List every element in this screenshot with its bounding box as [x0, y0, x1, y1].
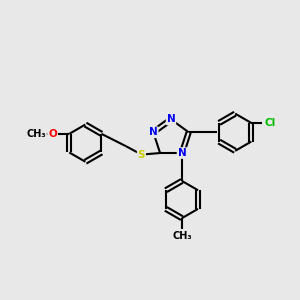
Text: CH₃: CH₃: [172, 231, 192, 241]
Text: O: O: [48, 129, 57, 139]
Text: N: N: [149, 127, 158, 137]
Text: CH₃: CH₃: [26, 129, 46, 139]
Text: S: S: [138, 149, 145, 160]
Text: N: N: [178, 148, 186, 158]
Text: N: N: [167, 114, 176, 124]
Text: Cl: Cl: [264, 118, 275, 128]
